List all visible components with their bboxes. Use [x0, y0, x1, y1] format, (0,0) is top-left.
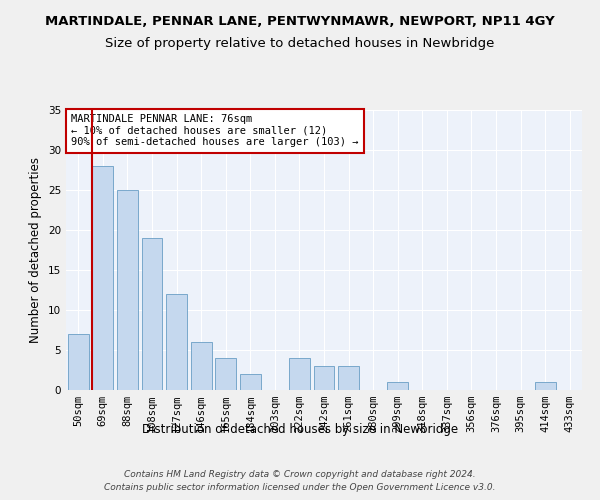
Bar [68, 334, 89, 390]
Bar [314, 366, 334, 390]
Bar [240, 374, 261, 390]
Bar [142, 238, 163, 390]
Bar [117, 190, 138, 390]
Text: MARTINDALE, PENNAR LANE, PENTWYNMAWR, NEWPORT, NP11 4GY: MARTINDALE, PENNAR LANE, PENTWYNMAWR, NE… [45, 15, 555, 28]
Bar [215, 358, 236, 390]
Text: Contains HM Land Registry data © Crown copyright and database right 2024.: Contains HM Land Registry data © Crown c… [124, 470, 476, 479]
Bar [535, 382, 556, 390]
Text: MARTINDALE PENNAR LANE: 76sqm
← 10% of detached houses are smaller (12)
90% of s: MARTINDALE PENNAR LANE: 76sqm ← 10% of d… [71, 114, 359, 148]
Bar [191, 342, 212, 390]
Bar [338, 366, 359, 390]
Bar [387, 382, 408, 390]
Text: Distribution of detached houses by size in Newbridge: Distribution of detached houses by size … [142, 422, 458, 436]
Bar [289, 358, 310, 390]
Bar [92, 166, 113, 390]
Text: Contains public sector information licensed under the Open Government Licence v3: Contains public sector information licen… [104, 482, 496, 492]
Text: Size of property relative to detached houses in Newbridge: Size of property relative to detached ho… [106, 38, 494, 51]
Y-axis label: Number of detached properties: Number of detached properties [29, 157, 43, 343]
Bar [166, 294, 187, 390]
